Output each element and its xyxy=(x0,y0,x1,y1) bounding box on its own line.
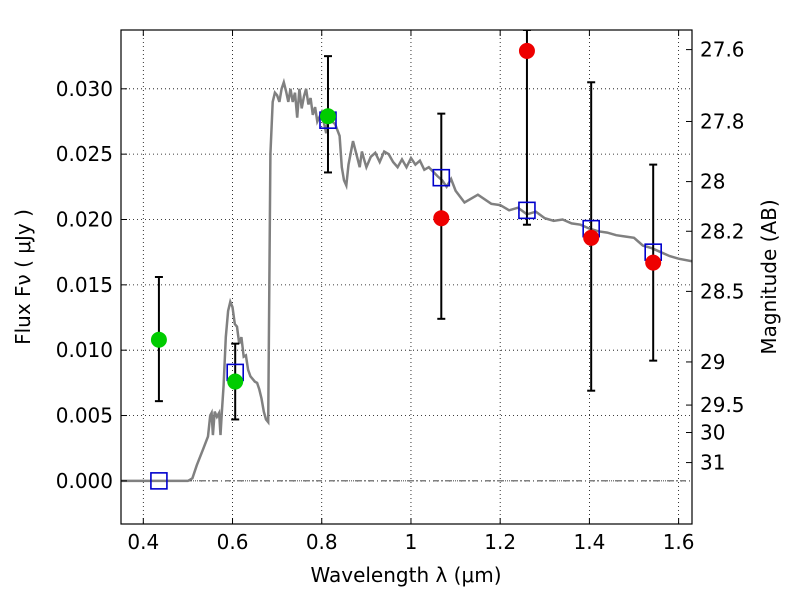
y2-axis-title: Magnitude (AB) xyxy=(757,199,781,354)
x-tick-label: 1 xyxy=(405,530,418,554)
y-tick-label: 0.025 xyxy=(56,142,113,166)
y2-tick-label: 27.8 xyxy=(700,109,745,133)
detection-point xyxy=(227,373,244,390)
x-tick-label: 1.2 xyxy=(484,530,516,554)
y-tick-label: 0.015 xyxy=(56,273,113,297)
y2-tick-label: 27.6 xyxy=(700,38,745,62)
grid-lines xyxy=(121,30,692,524)
nondetection-point xyxy=(518,42,535,59)
plot-frame xyxy=(120,29,693,525)
x-tick-label: 0.8 xyxy=(306,530,338,554)
y-tick-label: 0.000 xyxy=(56,469,113,493)
detection-point xyxy=(319,108,336,125)
y-axis-ticks: 0.000 0.005 0.010 0.015 0.020 0.025 0.030 xyxy=(56,77,127,493)
y2-tick-label: 29.5 xyxy=(700,393,745,417)
y2-tick-label: 30 xyxy=(700,421,725,445)
y-tick-label: 0.020 xyxy=(56,207,113,231)
model-photometry-square xyxy=(150,472,168,490)
model-photometry-square xyxy=(432,168,451,187)
x-axis-title: Wavelength λ (μm) xyxy=(310,563,501,587)
y-tick-label: 0.030 xyxy=(56,77,113,101)
x-axis-ticks: 0.4 0.6 0.8 1 1.2 1.4 1.6 xyxy=(127,30,695,554)
y-tick-label: 0.010 xyxy=(56,338,113,362)
x-tick-label: 0.4 xyxy=(127,530,159,554)
y2-tick-label: 28.2 xyxy=(700,219,745,243)
nondetection-point xyxy=(645,254,662,271)
y2-tick-label: 28.5 xyxy=(700,279,745,303)
nondetection-point xyxy=(583,229,600,246)
y2-tick-label: 28 xyxy=(700,170,725,194)
y2-tick-label: 31 xyxy=(700,451,725,475)
model-spectrum-line xyxy=(121,77,692,483)
model-photometry-square xyxy=(518,201,536,220)
x-tick-label: 1.4 xyxy=(573,530,605,554)
x-tick-label: 1.6 xyxy=(663,530,695,554)
y2-axis-ticks: 27.6 27.8 28 28.2 28.5 29 29.5 30 31 xyxy=(686,38,745,475)
y-tick-label: 0.005 xyxy=(56,404,113,428)
x-tick-label: 0.6 xyxy=(217,530,249,554)
y2-tick-label: 29 xyxy=(700,350,725,374)
nondetection-point xyxy=(433,210,450,227)
y-axis-title: Flux Fν ( μJy ) xyxy=(11,209,35,345)
detection-point xyxy=(150,331,167,348)
observed-photometry-points xyxy=(150,42,662,390)
